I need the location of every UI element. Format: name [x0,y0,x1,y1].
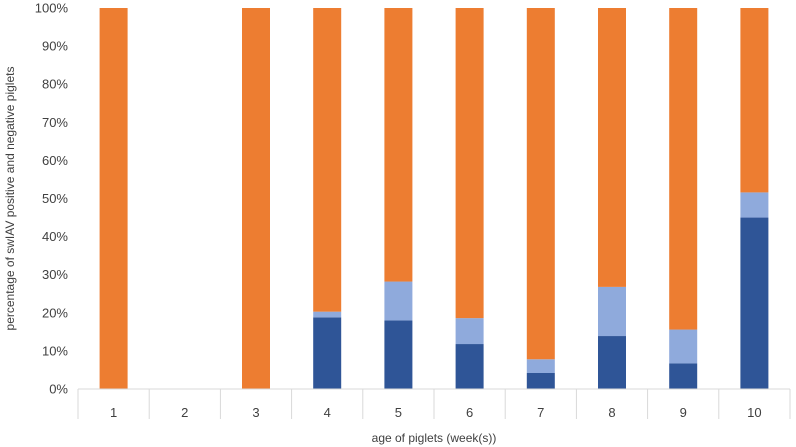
bar-segment-series-2 [384,281,413,321]
x-tick-label: 7 [537,405,544,420]
bar-segment-series-3 [526,8,555,360]
x-tick-label: 9 [680,405,687,420]
y-axis-ticks: 0% 10% 20% 30% 40% 50% 60% 70% 80% 90% 100% [35,1,69,397]
bar-segment-series-2 [313,311,342,318]
x-tick-label: 6 [466,405,473,420]
x-tick-label: 1 [110,405,117,420]
bar-segment-series-1 [384,320,413,389]
bar-segment-series-2 [455,318,484,345]
y-axis-title: percentage of swIAV positive and negativ… [3,67,17,331]
bar-stacks [99,8,769,389]
bar-segment-series-2 [669,329,698,364]
y-tick-label: 90% [42,39,68,54]
y-tick-label: 80% [42,77,68,92]
bar-segment-series-1 [669,363,698,389]
bar-segment-series-3 [242,8,270,389]
x-tick-label: 5 [395,405,402,420]
bar-segment-series-3 [313,8,342,312]
y-tick-label: 30% [42,267,68,282]
x-axis [77,388,791,419]
bar-segment-series-1 [313,317,342,389]
x-tick-label: 3 [252,405,259,420]
bar-segment-series-2 [740,192,769,218]
bar-segment-series-3 [455,8,484,319]
bar-segment-series-1 [740,217,769,389]
bar-segment-series-3 [99,8,128,389]
x-axis-ticks: 1 2 3 4 5 6 7 8 9 10 [110,405,762,420]
bar-segment-series-3 [740,8,769,193]
y-tick-label: 70% [42,115,68,130]
y-tick-label: 60% [42,153,68,168]
bar-segment-series-1 [598,336,626,389]
y-tick-label: 20% [42,305,68,320]
bar-segment-series-3 [669,8,698,330]
y-tick-label: 0% [49,382,68,397]
bar-segment-series-2 [598,286,626,337]
y-tick-label: 10% [42,343,68,358]
x-tick-label: 2 [181,405,188,420]
bar-segment-series-2 [526,359,555,373]
x-tick-label: 8 [608,405,615,420]
y-tick-label: 100% [35,1,69,16]
bar-segment-series-1 [526,372,555,389]
y-tick-label: 40% [42,229,68,244]
bar-segment-series-1 [455,344,484,389]
x-tick-label: 4 [324,405,331,420]
x-tick-label: 10 [747,405,761,420]
y-tick-label: 50% [42,191,68,206]
x-axis-title: age of piglets (week(s)) [372,431,497,445]
bar-segment-series-3 [598,8,626,287]
bar-segment-series-3 [384,8,413,282]
